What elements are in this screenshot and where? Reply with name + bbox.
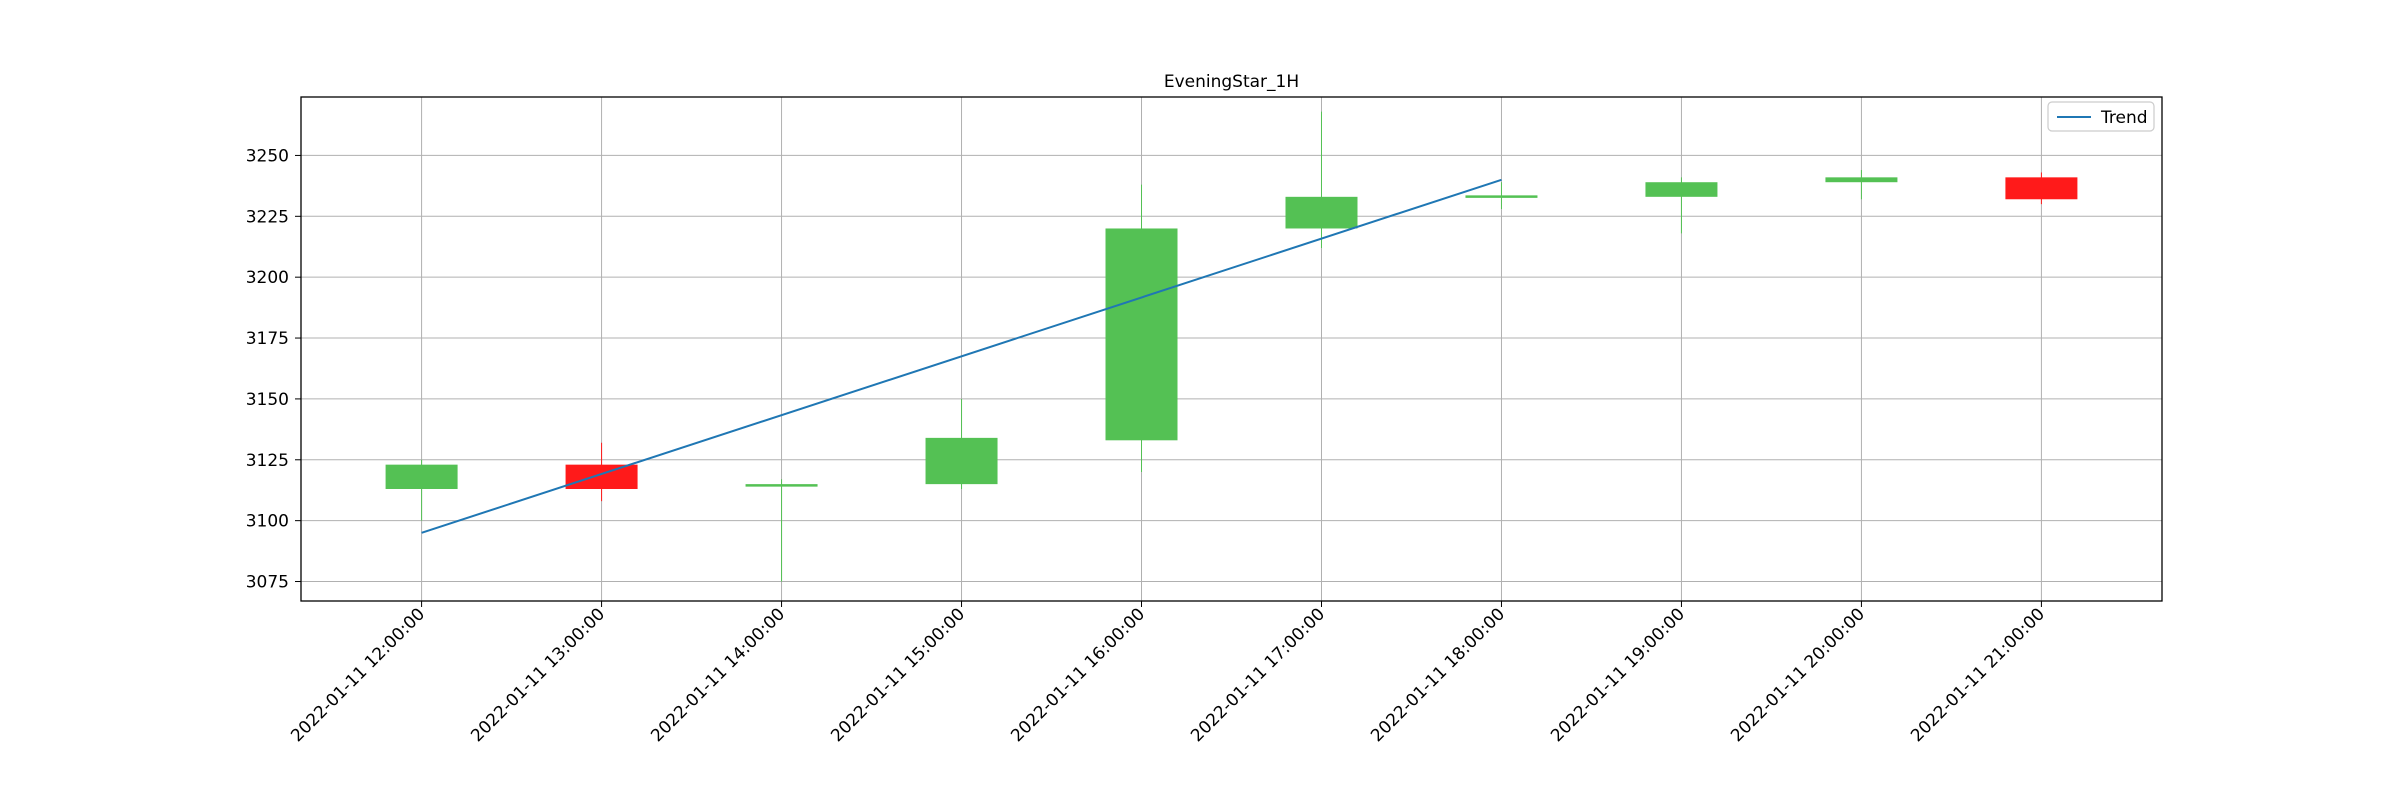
candle-body xyxy=(1105,228,1178,441)
candle-body xyxy=(2005,177,2078,200)
y-tick-label: 3200 xyxy=(246,268,289,288)
y-axis: 3075 3100 3125 3150 3175 3200 3225 3250 xyxy=(246,146,301,593)
y-tick-label: 3250 xyxy=(246,146,289,166)
grid xyxy=(301,97,2162,601)
y-tick-label: 3075 xyxy=(246,573,289,593)
candle-body xyxy=(1825,177,1898,183)
trend-series xyxy=(421,178,1502,534)
x-tick-label: 2022-01-11 14:00:00 xyxy=(647,604,789,746)
x-tick-label: 2022-01-11 17:00:00 xyxy=(1187,604,1329,746)
x-tick-label: 2022-01-11 18:00:00 xyxy=(1367,604,1509,746)
x-tick-label: 2022-01-11 16:00:00 xyxy=(1007,604,1149,746)
trend-line xyxy=(421,178,1502,534)
x-tick-label: 2022-01-11 20:00:00 xyxy=(1727,604,1869,746)
plot-frame xyxy=(300,96,2163,602)
candles xyxy=(385,111,2078,582)
y-tick-label: 3225 xyxy=(246,207,289,227)
x-axis: 2022-01-11 12:00:00 2022-01-11 13:00:00 20… xyxy=(287,601,2049,746)
y-tick-label: 3125 xyxy=(246,451,289,471)
chart-title: EveningStar_1H xyxy=(1164,72,1299,92)
x-tick-label: 2022-01-11 13:00:00 xyxy=(467,604,609,746)
candle-body xyxy=(1465,195,1538,198)
legend: Trend xyxy=(2047,101,2155,132)
x-tick-label: 2022-01-11 21:00:00 xyxy=(1907,604,2049,746)
candle-body xyxy=(565,464,638,489)
y-tick-label: 3175 xyxy=(246,329,289,349)
legend-label-trend: Trend xyxy=(2100,108,2148,128)
candle-body xyxy=(1645,182,1718,197)
x-tick-label: 2022-01-11 15:00:00 xyxy=(827,604,969,746)
y-tick-label: 3150 xyxy=(246,390,289,410)
candle-body xyxy=(745,484,818,487)
x-tick-label: 2022-01-11 12:00:00 xyxy=(287,604,429,746)
candle-body xyxy=(385,464,458,489)
y-tick-label: 3100 xyxy=(246,512,289,532)
x-tick-label: 2022-01-11 19:00:00 xyxy=(1547,604,1689,746)
candle-body xyxy=(925,437,998,485)
legend-box xyxy=(2047,101,2155,132)
candle-body xyxy=(1285,196,1358,229)
